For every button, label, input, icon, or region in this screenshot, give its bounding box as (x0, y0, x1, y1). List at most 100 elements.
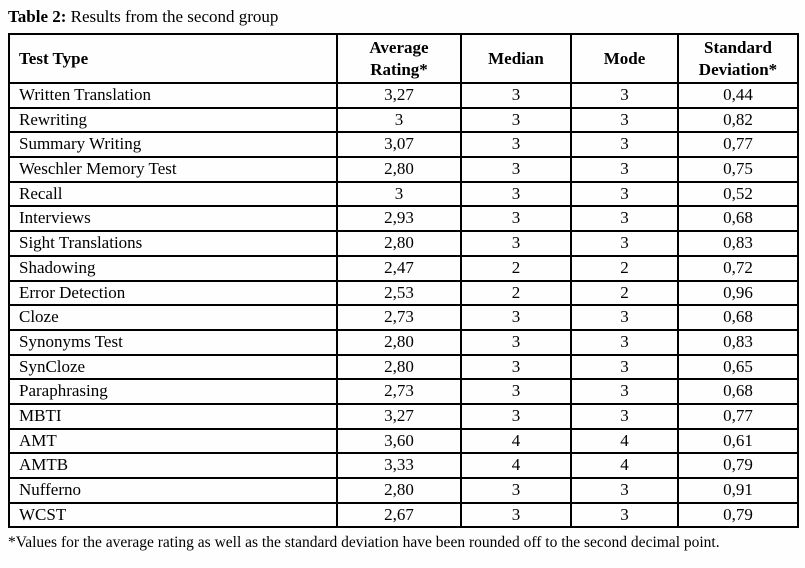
cell-avg: 2,93 (336, 205, 462, 233)
table-caption: Table 2: Results from the second group (8, 7, 797, 27)
table-row: Rewriting 3 3 3 0,82 (8, 106, 799, 134)
cell-sd: 0,96 (677, 279, 799, 307)
cell-avg: 3 (336, 180, 462, 208)
cell-test: Error Detection (8, 279, 338, 307)
table-row: Cloze 2,73 3 3 0,68 (8, 304, 799, 331)
table-row: Synonyms Test 2,80 3 3 0,83 (8, 328, 799, 356)
table-row: Written Translation 3,27 3 3 0,44 (8, 82, 799, 109)
cell-sd: 0,75 (677, 156, 799, 183)
cell-median: 3 (460, 477, 572, 504)
table-row: AMTB 3,33 4 4 0,79 (8, 452, 799, 479)
header-average-rating: Average Rating* (336, 33, 462, 84)
cell-mode: 3 (570, 180, 679, 208)
header-mode: Mode (570, 33, 679, 84)
table-body: Written Translation 3,27 3 3 0,44 Rewriting 3 3… (8, 82, 799, 529)
cell-sd: 0,68 (677, 378, 799, 405)
cell-avg: 3,27 (336, 402, 462, 430)
cell-median: 3 (460, 328, 572, 356)
cell-avg: 3,27 (336, 82, 462, 109)
table-row: SynCloze 2,80 3 3 0,65 (8, 353, 799, 381)
cell-sd: 0,72 (677, 254, 799, 282)
document-page: Table 2: Results from the second group T… (8, 7, 799, 552)
cell-mode: 3 (570, 501, 679, 529)
table-row: Interviews 2,93 3 3 0,68 (8, 205, 799, 233)
header-row: Test Type Average Rating* Median Mode St… (8, 33, 799, 84)
cell-test: Shadowing (8, 254, 338, 282)
cell-avg: 3 (336, 106, 462, 134)
cell-median: 3 (460, 353, 572, 381)
table-row: Paraphrasing 2,73 3 3 0,68 (8, 378, 799, 405)
cell-mode: 3 (570, 106, 679, 134)
cell-avg: 2,80 (336, 353, 462, 381)
cell-sd: 0,52 (677, 180, 799, 208)
cell-sd: 0,82 (677, 106, 799, 134)
cell-median: 3 (460, 304, 572, 331)
cell-avg: 2,80 (336, 230, 462, 257)
cell-sd: 0,61 (677, 427, 799, 455)
cell-test: MBTI (8, 402, 338, 430)
table-caption-text: Results from the second group (66, 7, 279, 26)
cell-test: Sight Translations (8, 230, 338, 257)
header-test-type: Test Type (8, 33, 338, 84)
cell-median: 3 (460, 378, 572, 405)
cell-mode: 2 (570, 279, 679, 307)
cell-avg: 2,67 (336, 501, 462, 529)
cell-median: 3 (460, 501, 572, 529)
table-row: Shadowing 2,47 2 2 0,72 (8, 254, 799, 282)
cell-mode: 3 (570, 131, 679, 159)
header-standard-deviation: Standard Deviation* (677, 33, 799, 84)
table-caption-label: Table 2: (8, 7, 67, 26)
cell-avg: 2,80 (336, 156, 462, 183)
cell-test: SynCloze (8, 353, 338, 381)
cell-test: Paraphrasing (8, 378, 338, 405)
header-median: Median (460, 33, 572, 84)
cell-test: Cloze (8, 304, 338, 331)
cell-mode: 3 (570, 353, 679, 381)
table-row: WCST 2,67 3 3 0,79 (8, 501, 799, 529)
cell-avg: 2,80 (336, 328, 462, 356)
cell-avg: 2,47 (336, 254, 462, 282)
cell-mode: 3 (570, 230, 679, 257)
cell-sd: 0,65 (677, 353, 799, 381)
cell-avg: 2,73 (336, 304, 462, 331)
cell-avg: 3,07 (336, 131, 462, 159)
cell-mode: 3 (570, 304, 679, 331)
cell-median: 3 (460, 156, 572, 183)
cell-test: Recall (8, 180, 338, 208)
cell-median: 4 (460, 427, 572, 455)
cell-sd: 0,44 (677, 82, 799, 109)
cell-median: 4 (460, 452, 572, 479)
cell-sd: 0,77 (677, 131, 799, 159)
cell-median: 3 (460, 106, 572, 134)
cell-sd: 0,91 (677, 477, 799, 504)
cell-test: Summary Writing (8, 131, 338, 159)
table-row: MBTI 3,27 3 3 0,77 (8, 402, 799, 430)
cell-avg: 2,80 (336, 477, 462, 504)
cell-test: WCST (8, 501, 338, 529)
cell-test: AMTB (8, 452, 338, 479)
cell-median: 3 (460, 131, 572, 159)
cell-test: AMT (8, 427, 338, 455)
cell-mode: 3 (570, 156, 679, 183)
cell-mode: 2 (570, 254, 679, 282)
cell-sd: 0,79 (677, 501, 799, 529)
results-table: Test Type Average Rating* Median Mode St… (8, 33, 799, 529)
cell-sd: 0,79 (677, 452, 799, 479)
cell-median: 3 (460, 205, 572, 233)
cell-test: Weschler Memory Test (8, 156, 338, 183)
cell-sd: 0,83 (677, 328, 799, 356)
cell-test: Rewriting (8, 106, 338, 134)
cell-mode: 3 (570, 205, 679, 233)
cell-avg: 3,33 (336, 452, 462, 479)
cell-avg: 2,73 (336, 378, 462, 405)
cell-sd: 0,77 (677, 402, 799, 430)
cell-mode: 4 (570, 427, 679, 455)
cell-sd: 0,68 (677, 304, 799, 331)
cell-sd: 0,83 (677, 230, 799, 257)
cell-mode: 3 (570, 378, 679, 405)
cell-mode: 3 (570, 402, 679, 430)
footnote: *Values for the average rating as well a… (8, 534, 720, 552)
table-row: Nufferno 2,80 3 3 0,91 (8, 477, 799, 504)
cell-avg: 3,60 (336, 427, 462, 455)
cell-median: 3 (460, 82, 572, 109)
